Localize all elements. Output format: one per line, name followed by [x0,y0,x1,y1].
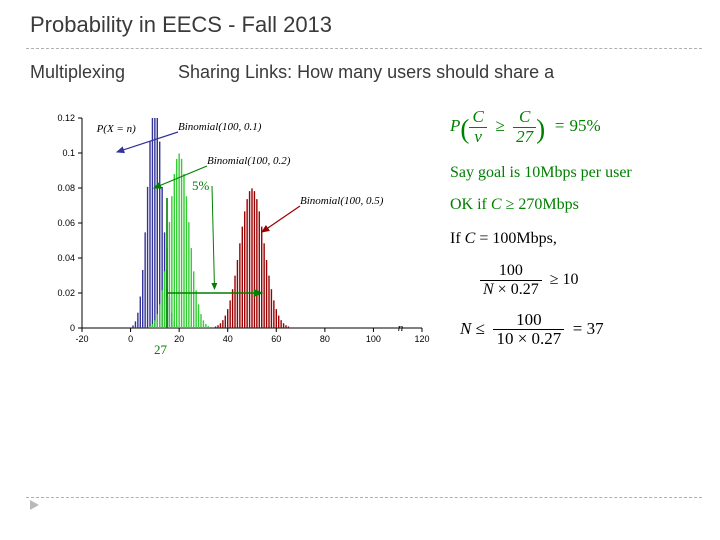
svg-text:27: 27 [154,342,168,357]
svg-text:40: 40 [223,334,233,344]
eq3-val: 270Mbps [518,196,578,213]
triangle-bullet-icon [30,500,39,510]
eq-P: P [450,116,460,135]
eq6-le: ≤ [476,319,485,338]
svg-text:20: 20 [174,334,184,344]
eq6-den-a: 10 [496,329,513,348]
svg-text:100: 100 [366,334,381,344]
eq2-suffix: per user [577,164,632,181]
svg-text:0: 0 [70,323,75,333]
eq4-var: C [465,230,476,247]
eq6-times: × [518,329,528,348]
divider-top [26,48,702,49]
eq5-rhs: 10 [562,271,578,288]
eq4-prefix: If [450,230,465,247]
eq-pct: 95% [569,116,600,135]
svg-text:n: n [398,322,404,334]
svg-text:5%: 5% [192,178,210,193]
eq6-rhs: 37 [587,319,604,338]
equations-panel: P(Cν ≥ C27) = 95% Say goal is 10Mbps per… [450,108,710,349]
binomial-chart-svg: -2002040608010012000.020.040.060.080.10.… [32,108,432,378]
eq5-ge: ≥ [550,271,559,288]
binomial-chart: -2002040608010012000.020.040.060.080.10.… [32,108,432,378]
eq5-num: 100 [499,262,523,279]
eq5-den-a: N [483,281,494,298]
eq-eq: = [554,116,565,135]
eq4-eq: = [479,230,488,247]
eq3-var: C [491,196,502,213]
subtitle: Multiplexing [30,62,125,83]
eq2-val: 10Mbps [524,164,576,181]
svg-text:0.06: 0.06 [57,218,75,228]
eq-ok-if: OK if C ≥ 270Mbps [450,196,710,214]
divider-bottom [26,497,702,498]
sharing-links-text: Sharing Links: How many users should sha… [178,62,554,83]
eq-rhs-num: C [519,107,530,126]
svg-text:120: 120 [414,334,429,344]
eq-C-num: C [472,107,483,126]
eq4-val: 100Mbps [492,230,552,247]
svg-text:0.02: 0.02 [57,288,75,298]
eq-probability: P(Cν ≥ C27) = 95% [450,108,710,146]
svg-text:80: 80 [320,334,330,344]
eq6-eq: = [573,319,583,338]
eq-fraction-2: N ≤ 10010 × 0.27 = 37 [450,311,710,349]
svg-text:0.1: 0.1 [62,148,75,158]
svg-text:0.08: 0.08 [57,183,75,193]
svg-text:P(X = n): P(X = n) [96,123,137,135]
eq-rhs-den: 27 [516,127,533,146]
eq3-prefix: OK if [450,196,491,213]
eq3-ge: ≥ [506,196,515,213]
svg-text:0: 0 [128,334,133,344]
eq-nu: ν [474,127,482,146]
eq6-lhs: N [460,319,471,338]
eq-if-c: If C = 100Mbps, [450,230,710,248]
page-title: Probability in EECS - Fall 2013 [30,12,332,38]
eq4-comma: , [553,230,557,247]
svg-text:Binomial(100, 0.5): Binomial(100, 0.5) [300,195,384,207]
svg-text:0.04: 0.04 [57,253,75,263]
svg-text:60: 60 [271,334,281,344]
svg-text:-20: -20 [75,334,88,344]
eq-fraction-1: 100 N × 0.27 ≥ 10 [450,262,710,298]
eq2-prefix: Say goal is [450,164,524,181]
svg-text:0.12: 0.12 [57,113,75,123]
eq5-den-b: 0.27 [511,281,539,298]
svg-text:Binomial(100, 0.2): Binomial(100, 0.2) [207,155,291,167]
eq-goal: Say goal is 10Mbps per user [450,164,710,182]
eq-ge: ≥ [495,116,504,135]
eq5-times: × [498,281,507,298]
eq6-den-b: 0.27 [532,329,562,348]
eq6-num: 100 [516,310,542,329]
svg-text:Binomial(100, 0.1): Binomial(100, 0.1) [178,121,262,133]
